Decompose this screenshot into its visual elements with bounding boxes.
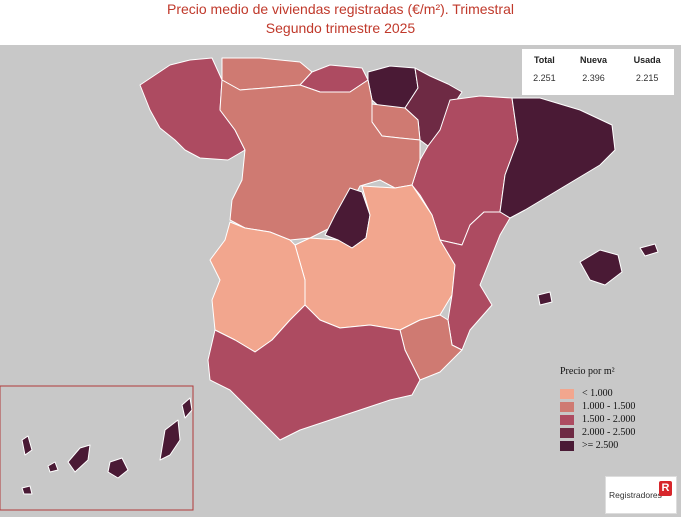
legend-title: Precio por m² xyxy=(560,366,615,377)
legend: Precio por m² < 1.000 1.000 - 1.500 1.50… xyxy=(560,366,670,452)
region-murcia[interactable]: Murcia xyxy=(399,314,463,381)
region-baleares-mallorca[interactable]: Baleares xyxy=(579,249,623,286)
legend-item: < 1.000 xyxy=(560,387,670,400)
legend-swatch xyxy=(560,388,574,399)
map-title: Precio medio de viviendas registradas (€… xyxy=(0,0,681,38)
summary-table: Total Nueva Usada 2.251 2.396 2.215 xyxy=(522,49,674,95)
spain-map: Galicia Asturias Cantabria País Vasco Na… xyxy=(0,57,659,511)
logo-text: Registradores xyxy=(609,490,662,500)
region-canarias-el-hierro[interactable]: Canarias xyxy=(21,485,33,495)
map-area: Galicia Asturias Cantabria País Vasco Na… xyxy=(0,45,681,517)
value-total: 2.251 xyxy=(533,73,556,83)
legend-label: < 1.000 xyxy=(582,388,613,399)
legend-item: 2.000 - 2.500 xyxy=(560,426,670,439)
region-canarias-gran-canaria[interactable]: Canarias xyxy=(107,457,129,479)
legend-item: 1.500 - 2.000 xyxy=(560,413,670,426)
canarias-inset-frame xyxy=(0,385,194,511)
legend-label: 1.000 - 1.500 xyxy=(582,401,636,412)
region-castilla-y-leon[interactable]: Castilla y León xyxy=(219,79,421,241)
value-nueva: 2.396 xyxy=(582,73,605,83)
legend-swatch xyxy=(560,440,574,451)
region-baleares-ibiza[interactable]: Baleares xyxy=(537,291,553,306)
region-cataluna[interactable]: Cataluña xyxy=(499,97,616,219)
legend-item: 1.000 - 1.500 xyxy=(560,400,670,413)
header-total: Total xyxy=(533,55,555,65)
legend-label: 1.500 - 2.000 xyxy=(582,414,636,425)
legend-swatch xyxy=(560,401,574,412)
legend-label: >= 2.500 xyxy=(582,440,619,451)
region-canarias-la-palma[interactable]: Canarias xyxy=(21,435,33,456)
title-line-1: Precio medio de viviendas registradas (€… xyxy=(166,1,514,17)
header-nueva: Nueva xyxy=(580,55,608,65)
region-canarias-la-gomera[interactable]: Canarias xyxy=(47,461,59,473)
legend-label: 2.000 - 2.500 xyxy=(582,427,636,438)
title-line-2: Segundo trimestre 2025 xyxy=(265,20,416,36)
legend-swatch xyxy=(560,414,574,425)
legend-item: >= 2.500 xyxy=(560,439,670,452)
logo-mark-icon: R xyxy=(659,481,672,496)
region-andalucia[interactable]: Andalucía xyxy=(207,304,421,441)
region-canarias-lanzarote[interactable]: Canarias xyxy=(181,397,193,419)
header-usada: Usada xyxy=(633,55,661,65)
region-baleares-menorca[interactable]: Baleares xyxy=(639,243,659,257)
region-canarias-tenerife[interactable]: Canarias xyxy=(67,444,91,473)
legend-swatch xyxy=(560,427,574,438)
registradores-logo: Registradores R xyxy=(605,476,677,514)
value-usada: 2.215 xyxy=(635,73,659,83)
region-canarias-fuerteventura[interactable]: Canarias xyxy=(159,419,181,461)
